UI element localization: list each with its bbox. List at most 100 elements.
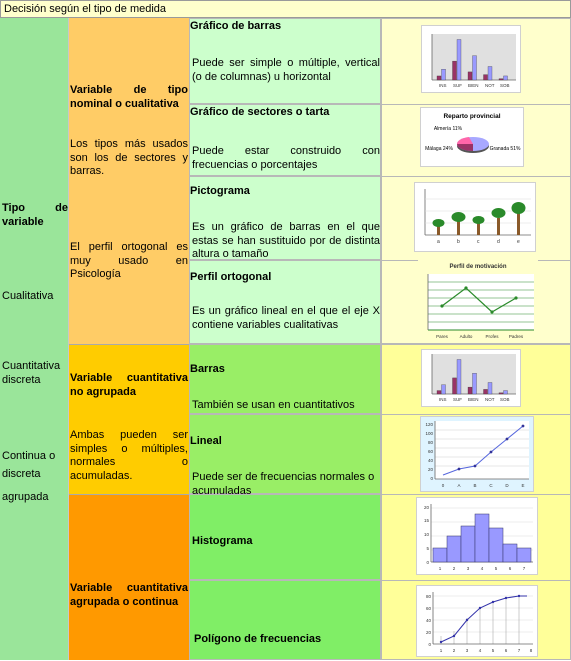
nominal-cell: Variable de tipo nominal o cualitativa L… (69, 18, 189, 344)
bar (456, 359, 462, 395)
tick-label: NOT (485, 397, 495, 402)
tick-label: 15 (424, 518, 430, 523)
nominal-heading: Variable de tipo nominal o cualitativa (70, 84, 188, 110)
cualitativa-label: Cualitativa (2, 290, 54, 302)
bar-chart-thumbnail: INS SUF BIEN NOT SOB (421, 25, 521, 93)
no-agrupada-cell: Variable cuantitativa no agrupada Ambas … (69, 344, 189, 494)
tick-label: E (521, 483, 524, 488)
pictogram-thumbnail: a b c d e (414, 182, 536, 252)
tick-label: 2 (453, 566, 456, 571)
tick-label: a (437, 239, 440, 245)
tick-label: 0 (442, 483, 445, 488)
row-desc: Puede ser de frecuencias normales o acum… (192, 471, 375, 497)
tick-label: BIEN (468, 397, 479, 402)
tick-label: 20 (428, 467, 434, 472)
separator (381, 580, 571, 581)
row-barras-desc: Gráfico de barras Puede ser simple o múl… (189, 18, 381, 104)
tick-label: 6 (509, 566, 512, 571)
tick-label: 0 (428, 642, 431, 647)
bar (452, 60, 457, 81)
bar (452, 377, 457, 395)
bar (498, 78, 504, 81)
row-title: Lineal (190, 435, 222, 447)
cuantitativa-discreta-label: Cuantitativa discreta (2, 360, 61, 386)
tick-label: 40 (426, 618, 432, 623)
tick-label: BIEN (468, 83, 479, 88)
tick-label: Profes (485, 334, 499, 339)
frequency-polygon-thumbnail: 0 20 40 60 80 1 2 3 4 5 6 7 8 (416, 585, 538, 657)
discreta-label: discreta (2, 468, 41, 480)
tick-label: SOB (500, 397, 510, 402)
tick-label: 6 (505, 648, 508, 653)
bar (472, 55, 477, 81)
tick-label: 8 (530, 648, 533, 653)
pie-label: Málaga 24% (425, 146, 453, 152)
line-profile-thumbnail: Perfil de motivación Pares Adulto Profes… (418, 260, 538, 342)
bar (436, 75, 442, 81)
pie-label: Almería 11% (434, 126, 463, 132)
row-poligono-desc: Polígono de frecuencias (189, 580, 381, 660)
tick-label: 20 (426, 630, 432, 635)
tick-label: B (473, 483, 476, 488)
tick-label: 3 (467, 566, 470, 571)
tick-label: 0 (430, 476, 433, 481)
row-title: Perfil ortogonal (190, 271, 272, 283)
tick-label: d (497, 239, 500, 245)
row-desc: Puede estar construido con frecuencias o… (192, 145, 380, 171)
tick-label: 10 (424, 532, 430, 537)
tick-label: b (457, 239, 460, 245)
tick-label: 80 (428, 440, 434, 445)
pie-title: Reparto provincial (443, 113, 500, 120)
tick-label: D (505, 483, 509, 488)
tick-label: C (489, 483, 493, 488)
bar-chart-thumbnail-svg: INS SUF BIEN NOT SOB (431, 34, 516, 88)
table-title: Decisión según el tipo de medida (0, 0, 571, 18)
row-desc: Puede ser simple o múltiple, vertical (o… (192, 57, 380, 83)
bar (467, 386, 473, 395)
bar (487, 66, 493, 81)
agrupada-heading: Variable cuantitativa agrupada o continu… (70, 582, 188, 608)
row-title: Pictograma (190, 185, 250, 197)
tick-label: 0 (426, 560, 429, 565)
tick-label: 60 (426, 606, 432, 611)
row-perfil-desc: Perfil ortogonal Es un gráfico lineal en… (189, 260, 381, 344)
histogram-thumbnail: 0 5 10 15 20 1 2 3 4 5 6 7 (416, 497, 538, 575)
bar (487, 382, 493, 395)
bar (483, 389, 488, 395)
separator (381, 414, 571, 415)
separator (381, 104, 571, 105)
bar (456, 39, 462, 81)
ortogonal-text: El perfil ortogonal es muy usado en Psic… (70, 241, 188, 280)
bar (503, 75, 508, 81)
tick-label: 120 (425, 422, 433, 427)
row-title: Histograma (192, 535, 253, 547)
tick-label: 3 (466, 648, 469, 653)
tick-label: 5 (492, 648, 495, 653)
nominal-text: Los tipos más usados son los de sectores… (70, 138, 188, 177)
row-title: Barras (190, 363, 225, 375)
tick-label: SOB (500, 83, 510, 88)
agrupada-cell: Variable cuantitativa agrupada o continu… (69, 494, 189, 660)
tick-label: 1 (439, 566, 442, 571)
tick-label: INS (439, 397, 447, 402)
tick-label: NOT (485, 83, 495, 88)
tick-label: 2 (453, 648, 456, 653)
column-tipo-variable: Tipo de variable Cualitativa Cuantitativ… (0, 18, 69, 660)
row-lineal-desc: Lineal Puede ser de frecuencias normales… (189, 414, 381, 497)
row-desc: También se usan en cuantitativos (192, 399, 355, 411)
tick-label: 5 (426, 546, 429, 551)
line-chart-thumbnail: 0 20 40 60 80 100 120 0 A B C D E (420, 416, 534, 492)
tipo-variable-label: Tipo de variable (2, 202, 68, 228)
tick-label: 60 (428, 449, 434, 454)
tick-label: Adulto (460, 334, 473, 339)
bar (498, 392, 504, 395)
row-title: Gráfico de barras (190, 20, 282, 32)
tick-label: c (477, 239, 480, 245)
tick-label: A (457, 483, 460, 488)
row-title: Polígono de frecuencias (194, 633, 322, 645)
row-desc: Es un gráfico lineal en el que el eje X … (192, 305, 380, 331)
tick-label: 7 (518, 648, 521, 653)
row-sectores-desc: Gráfico de sectores o tarta Puede estar … (189, 104, 381, 176)
bar (441, 69, 446, 81)
pie-label: Granada 51% (490, 146, 521, 152)
